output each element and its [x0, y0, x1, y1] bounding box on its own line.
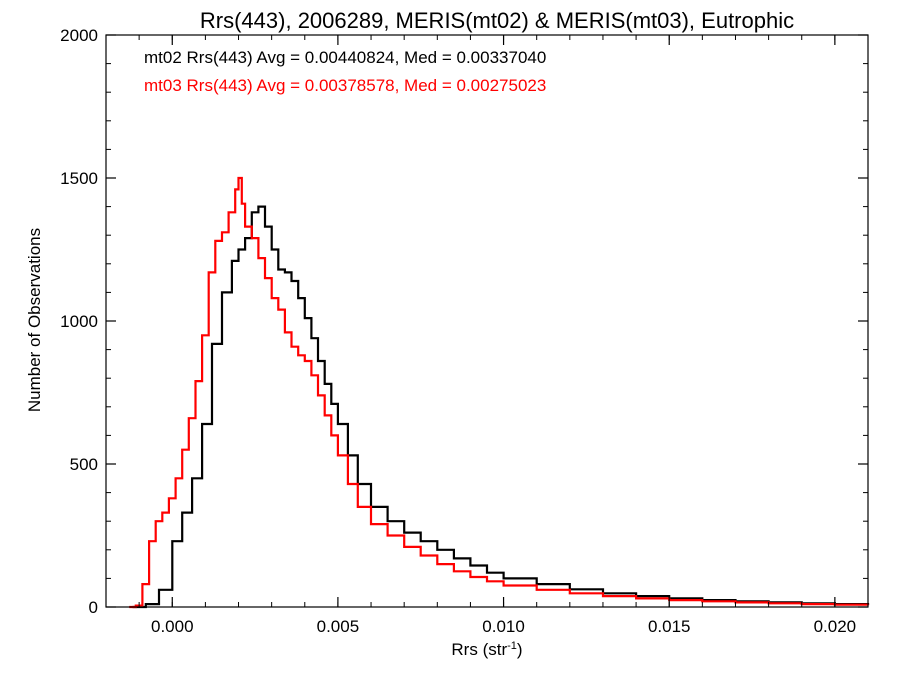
- x-tick-label: 0.010: [482, 617, 525, 636]
- series-line-mt03: [129, 176, 870, 609]
- x-tick-label: 0.020: [814, 617, 857, 636]
- x-axis-title-close: ): [517, 640, 523, 659]
- y-tick-label: 1000: [60, 312, 98, 331]
- y-axis-title: Number of Observations: [25, 228, 44, 412]
- annotation-mt02: mt02 Rrs(443) Avg = 0.00440824, Med = 0.…: [144, 48, 546, 67]
- x-tick-label: 0.000: [151, 617, 194, 636]
- x-tick-label: 0.005: [317, 617, 360, 636]
- series-line-mt02: [132, 205, 870, 609]
- y-tick-label: 1500: [60, 169, 98, 188]
- chart-title: Rrs(443), 2006289, MERIS(mt02) & MERIS(m…: [200, 8, 794, 33]
- x-axis-title-superscript: -1: [507, 640, 517, 652]
- x-axis-title-base: Rrs (str: [451, 640, 507, 659]
- y-tick-label: 2000: [60, 26, 98, 45]
- x-tick-label: 0.015: [648, 617, 691, 636]
- annotation-mt03: mt03 Rrs(443) Avg = 0.00378578, Med = 0.…: [144, 76, 546, 95]
- series-layer: [129, 176, 870, 609]
- plot-frame: [105, 34, 869, 608]
- y-tick-label: 500: [70, 455, 98, 474]
- ticks-layer: 0.000 0.005 0.010 0.015 0.020 0 500 1000 1500 200…: [60, 26, 869, 636]
- y-tick-label: 0: [89, 598, 98, 617]
- x-axis-title: Rrs (str-1): [451, 640, 522, 659]
